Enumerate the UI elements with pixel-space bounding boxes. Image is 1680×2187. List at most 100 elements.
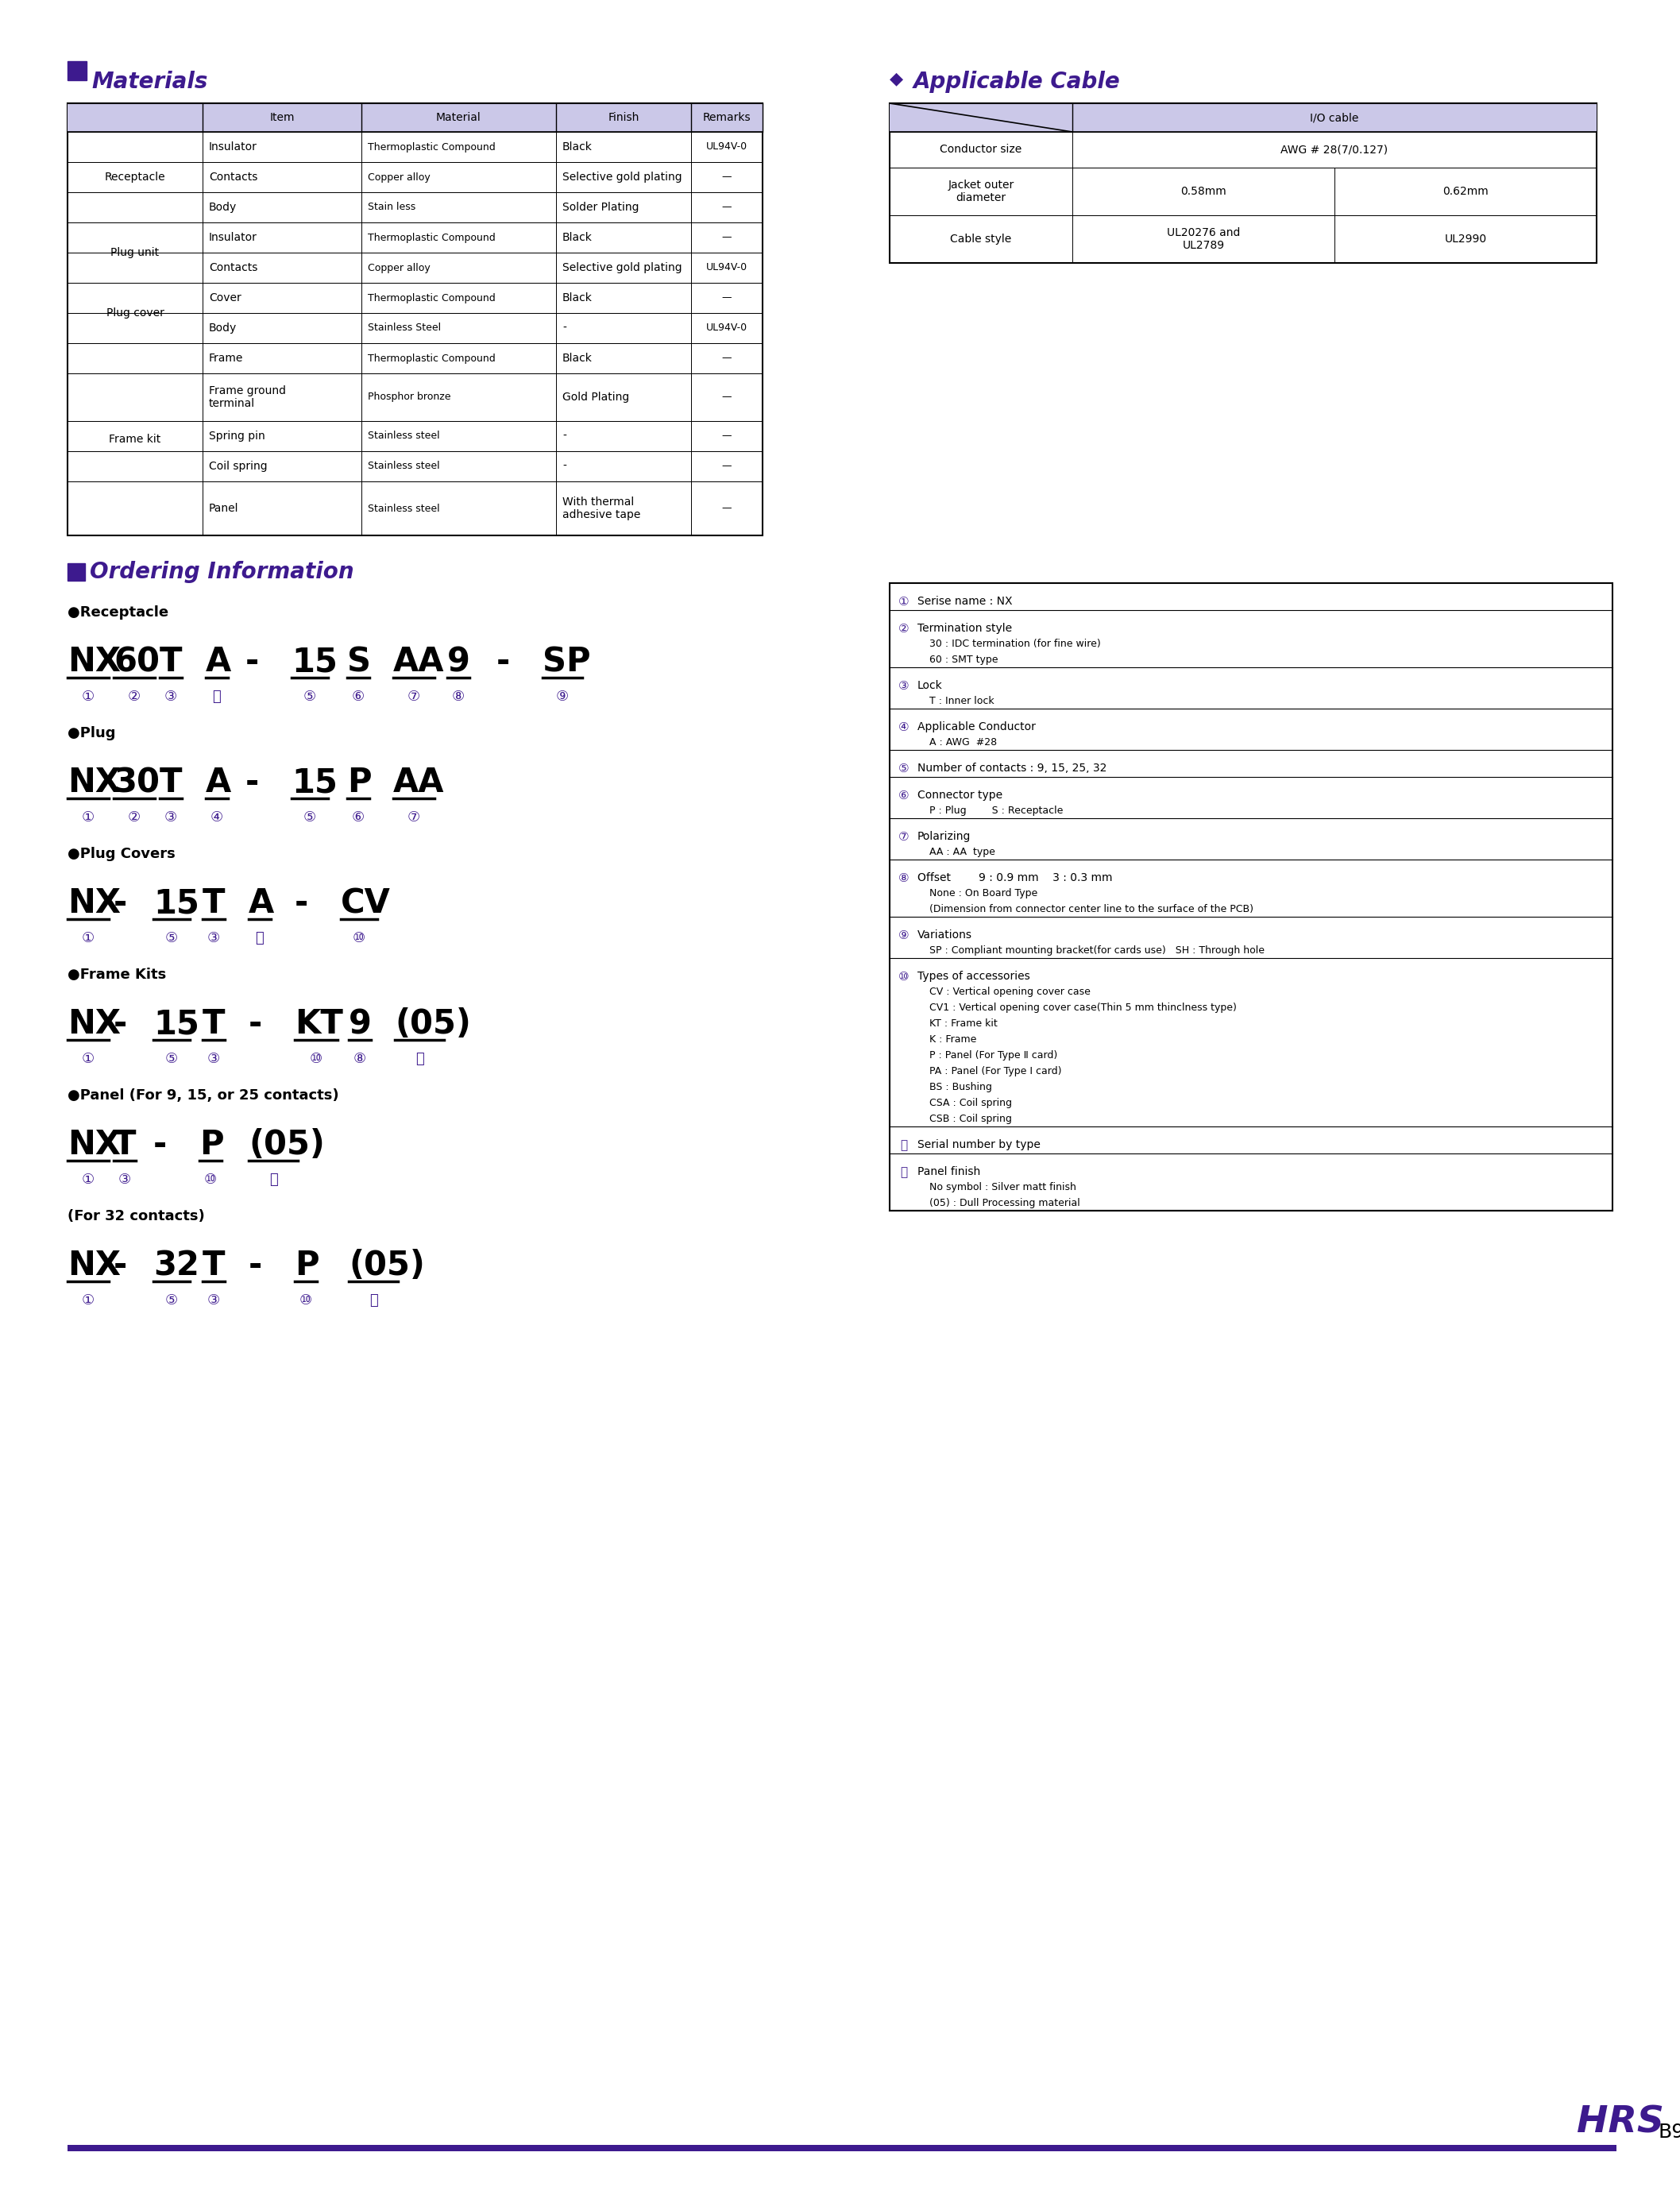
Text: Thermoplastic Compound: Thermoplastic Compound	[368, 142, 496, 153]
Text: 15: 15	[153, 886, 200, 921]
Text: 32: 32	[153, 1249, 200, 1282]
Text: ⑧: ⑧	[899, 873, 909, 884]
Text: 15: 15	[153, 1008, 200, 1041]
Text: SP : Compliant mounting bracket(for cards use)   SH : Through hole: SP : Compliant mounting bracket(for card…	[929, 945, 1265, 956]
Text: ●Plug: ●Plug	[67, 726, 116, 741]
Text: —: —	[722, 173, 732, 182]
Text: CSB : Coil spring: CSB : Coil spring	[929, 1113, 1011, 1124]
Text: —: —	[722, 201, 732, 212]
Text: Contacts: Contacts	[208, 262, 257, 273]
Text: -: -	[563, 321, 566, 335]
Text: Material: Material	[437, 112, 480, 122]
Text: 60: 60	[114, 645, 160, 678]
Text: P: P	[294, 1249, 319, 1282]
Text: —: —	[722, 503, 732, 514]
Text: Thermoplastic Compound: Thermoplastic Compound	[368, 293, 496, 304]
Text: Polarizing: Polarizing	[917, 831, 971, 842]
Text: ⑫: ⑫	[415, 1052, 423, 1065]
Bar	[67, 61, 87, 81]
Text: Plug cover: Plug cover	[106, 308, 165, 319]
Text: Stainless steel: Stainless steel	[368, 461, 440, 472]
Text: ⑥: ⑥	[351, 811, 365, 824]
Text: NX: NX	[67, 765, 121, 798]
Text: Serise name : NX: Serise name : NX	[917, 595, 1013, 608]
Text: UL20276 and
UL2789: UL20276 and UL2789	[1166, 227, 1240, 252]
Text: 0.58mm: 0.58mm	[1181, 186, 1226, 197]
Text: Receptacle: Receptacle	[104, 171, 165, 184]
Text: ④: ④	[210, 811, 223, 824]
Text: ⑨: ⑨	[899, 929, 909, 940]
Text: Jacket outer
diameter: Jacket outer diameter	[948, 179, 1015, 203]
Text: ●Plug Covers: ●Plug Covers	[67, 846, 175, 862]
Text: Insulator: Insulator	[208, 142, 257, 153]
Text: SP: SP	[543, 645, 591, 678]
Text: CSA : Coil spring: CSA : Coil spring	[929, 1098, 1011, 1109]
Text: 0.62mm: 0.62mm	[1443, 186, 1488, 197]
Text: Stain less: Stain less	[368, 201, 415, 212]
Bar	[67, 103, 763, 131]
Text: Lock: Lock	[917, 680, 942, 691]
Text: ①: ①	[82, 1172, 94, 1188]
Text: -: -	[114, 886, 128, 921]
Text: ①: ①	[82, 1293, 94, 1308]
Text: AA: AA	[393, 645, 445, 678]
Text: Black: Black	[563, 293, 593, 304]
Text: —: —	[722, 391, 732, 402]
Text: 15: 15	[292, 765, 338, 798]
Text: -: -	[114, 1249, 128, 1282]
Text: -: -	[497, 645, 511, 678]
Text: T: T	[114, 1128, 136, 1161]
Text: With thermal
adhesive tape: With thermal adhesive tape	[563, 496, 640, 521]
Text: ①: ①	[899, 595, 909, 608]
Text: (For 32 contacts): (For 32 contacts)	[67, 1209, 205, 1223]
Text: Types of accessories: Types of accessories	[917, 971, 1030, 982]
Text: AWG # 28(7/0.127): AWG # 28(7/0.127)	[1280, 144, 1388, 155]
Text: ③: ③	[165, 689, 176, 704]
Text: Termination style: Termination style	[917, 623, 1011, 634]
Text: Selective gold plating: Selective gold plating	[563, 262, 682, 273]
Text: AA : AA  type: AA : AA type	[929, 846, 995, 857]
Text: I/O cable: I/O cable	[1310, 112, 1359, 122]
Text: Thermoplastic Compound: Thermoplastic Compound	[368, 352, 496, 363]
Text: Stainless steel: Stainless steel	[368, 431, 440, 442]
Text: Panel: Panel	[208, 503, 239, 514]
Text: PA : Panel (For Type Ⅰ card): PA : Panel (For Type Ⅰ card)	[929, 1065, 1062, 1076]
Text: NX: NX	[67, 1128, 121, 1161]
Text: CV: CV	[341, 886, 391, 921]
Bar	[67, 2145, 1616, 2152]
Text: Frame kit: Frame kit	[109, 433, 161, 444]
Text: P : Plug        S : Receptacle: P : Plug S : Receptacle	[929, 805, 1063, 816]
Text: ⑥: ⑥	[899, 790, 909, 803]
Text: A: A	[249, 886, 274, 921]
Text: ①: ①	[82, 932, 94, 945]
Text: ①: ①	[82, 689, 94, 704]
Text: ③: ③	[207, 1293, 220, 1308]
Text: ②: ②	[128, 689, 141, 704]
Text: CV : Vertical opening cover case: CV : Vertical opening cover case	[929, 986, 1090, 997]
Text: ②: ②	[899, 623, 909, 634]
Text: Black: Black	[563, 142, 593, 153]
Text: Body: Body	[208, 321, 237, 335]
Text: ⑤: ⑤	[165, 932, 178, 945]
Text: 30 : IDC termination (for fine wire): 30 : IDC termination (for fine wire)	[929, 639, 1100, 650]
Text: ⑦: ⑦	[408, 689, 420, 704]
Text: Cover: Cover	[208, 293, 242, 304]
Text: ⑫: ⑫	[269, 1172, 277, 1188]
Text: ③: ③	[207, 1052, 220, 1065]
Text: Contacts: Contacts	[208, 171, 257, 184]
Text: ⑤: ⑤	[304, 689, 316, 704]
Text: ③: ③	[118, 1172, 131, 1188]
Text: ●Frame Kits: ●Frame Kits	[67, 967, 166, 982]
Text: T: T	[160, 765, 183, 798]
Text: —: —	[722, 431, 732, 442]
Text: ③: ③	[899, 680, 909, 691]
Bar	[67, 564, 86, 582]
Text: Stainless Steel: Stainless Steel	[368, 324, 440, 332]
Text: Conductor size: Conductor size	[941, 144, 1021, 155]
Text: ⑪: ⑪	[900, 1139, 907, 1150]
Text: ③: ③	[207, 932, 220, 945]
Text: Frame: Frame	[208, 352, 244, 363]
Text: ⑧: ⑧	[452, 689, 465, 704]
Text: Connector type: Connector type	[917, 790, 1003, 800]
Text: CV1 : Vertical opening cover case(Thin 5 mm thinclness type): CV1 : Vertical opening cover case(Thin 5…	[929, 1002, 1236, 1013]
